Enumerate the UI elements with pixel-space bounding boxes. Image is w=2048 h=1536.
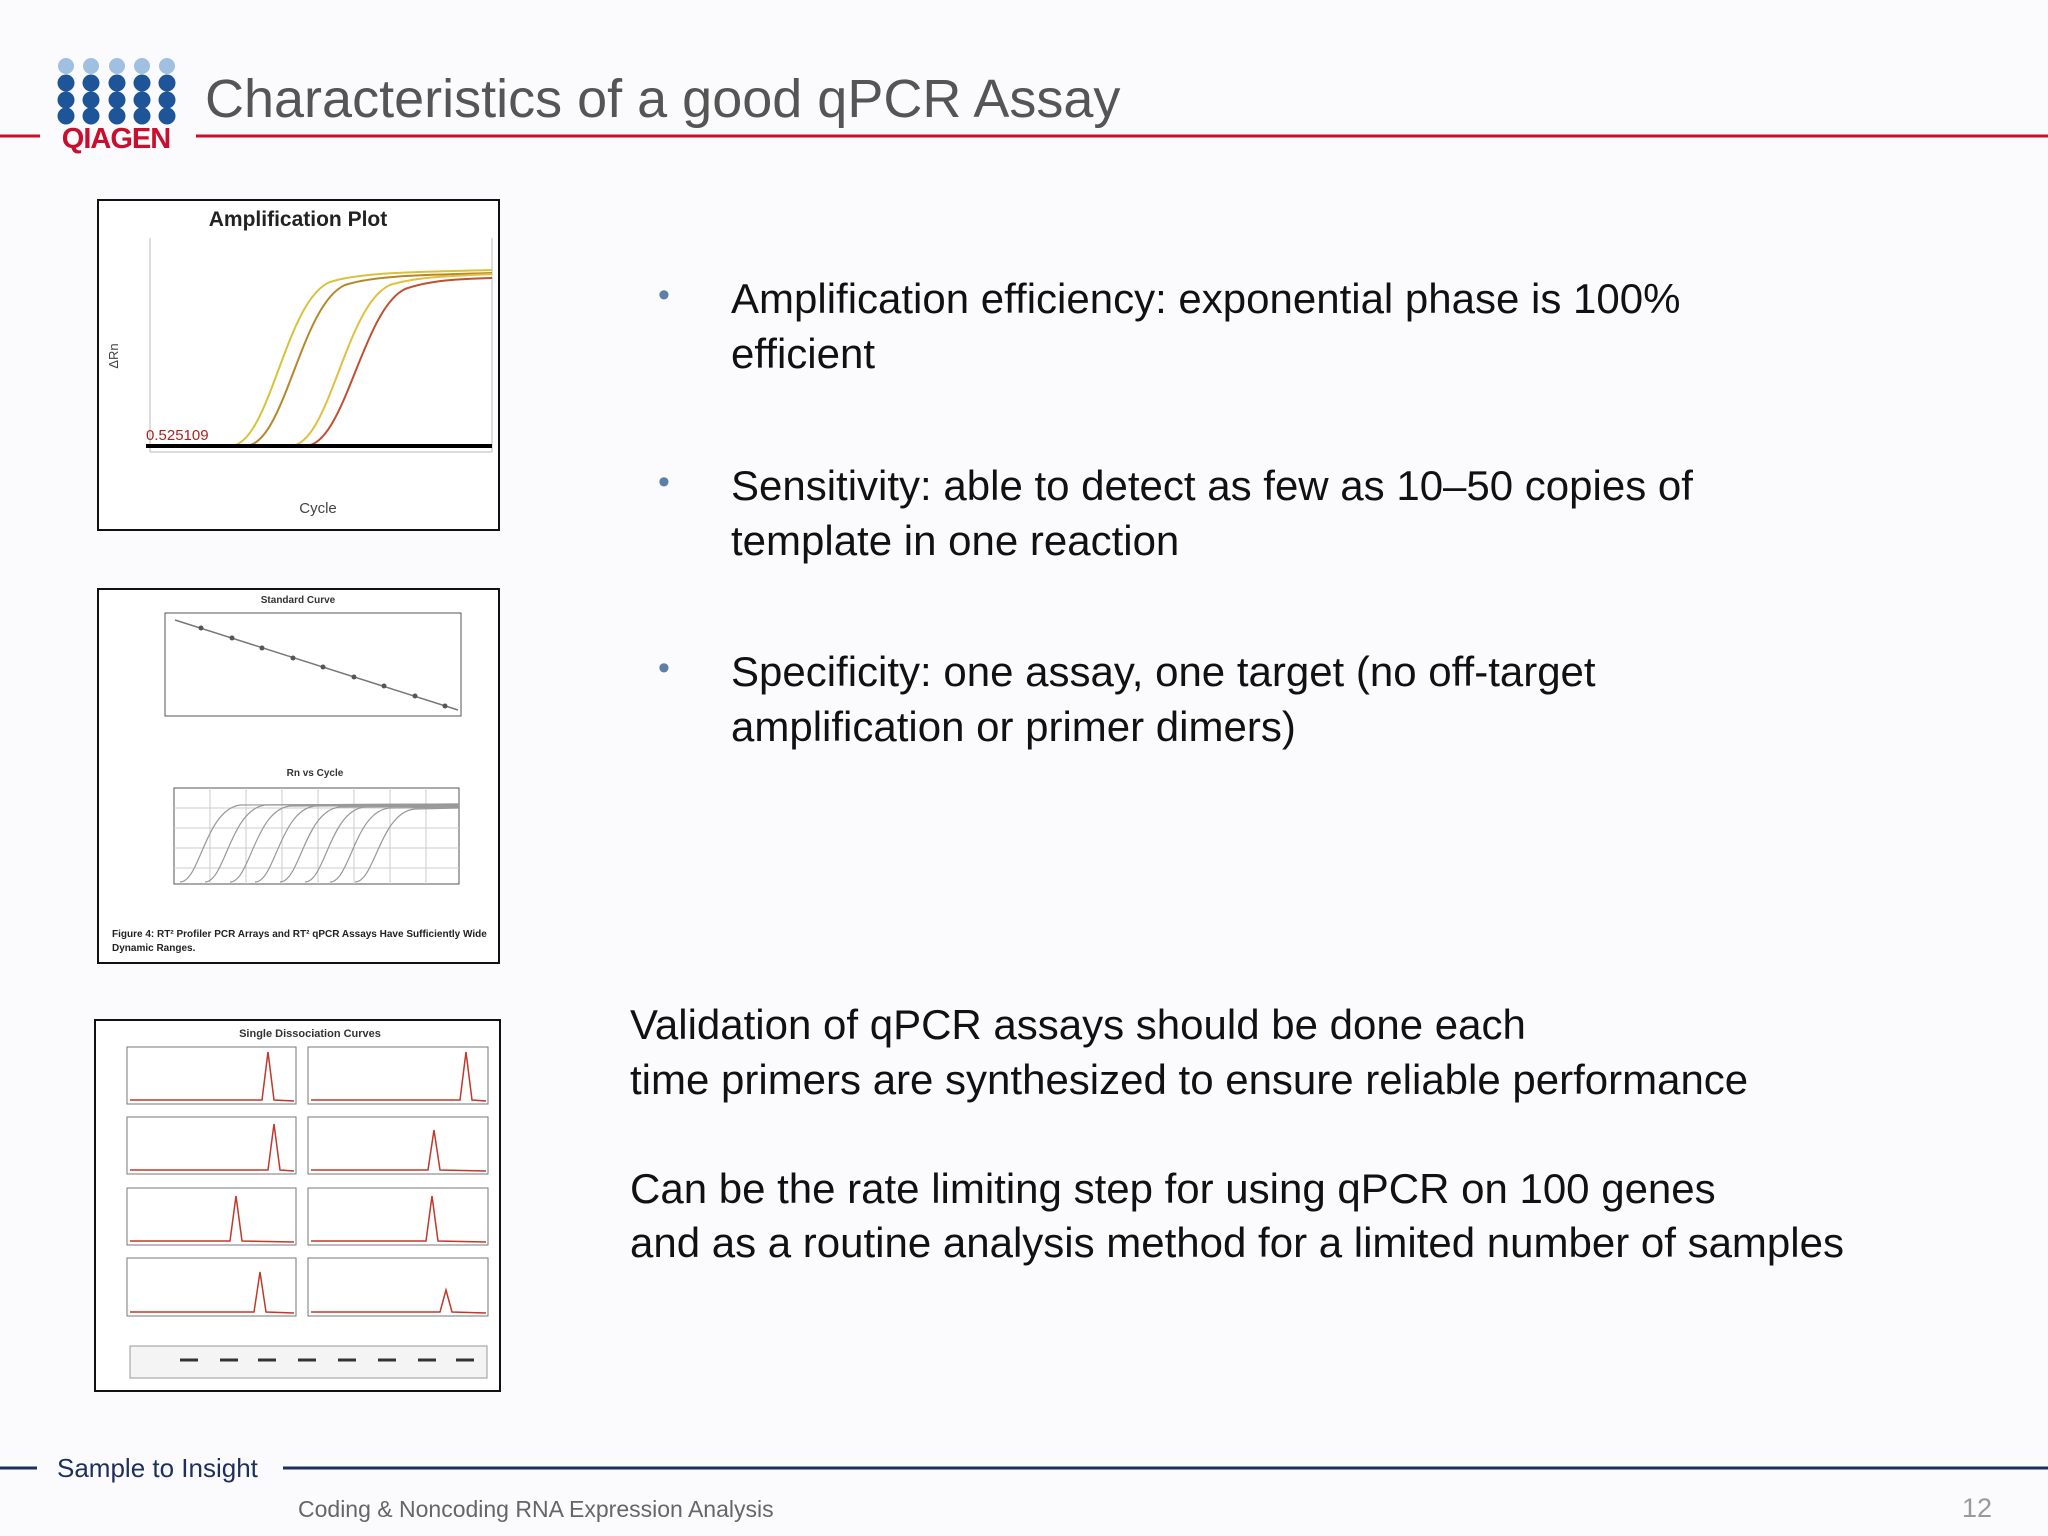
page-number: 12	[1962, 1493, 1992, 1523]
figure-title: Single Dissociation Curves	[239, 1028, 381, 1040]
bullet-text: Sensitivity: able to detect as few as 10…	[731, 462, 1693, 564]
bullet-text: Amplification efficiency: exponential ph…	[731, 275, 1681, 377]
paragraph-line: Validation of qPCR assays should be done…	[630, 1001, 1526, 1048]
paragraph-line: time primers are synthesized to ensure r…	[630, 1056, 1749, 1103]
axis-label: ΔRn	[106, 343, 121, 368]
bullet-marker: •	[658, 463, 670, 501]
bullet-text: Specificity: one assay, one target (no o…	[731, 648, 1596, 750]
logo-dots	[57, 58, 176, 125]
figure-title: Amplification Plot	[209, 208, 388, 231]
bullet-marker: •	[658, 649, 670, 687]
footer-tagline: Sample to Insight	[57, 1453, 259, 1483]
slide-title: Characteristics of a good qPCR Assay	[205, 69, 1120, 129]
paragraph-line: and as a routine analysis method for a l…	[630, 1219, 1844, 1266]
standard-curve-figure: Standard Curve Rn vs Cycle	[97, 588, 500, 964]
figure-title: Rn vs Cycle	[287, 768, 344, 779]
bullet-marker: •	[658, 276, 670, 314]
threshold-label: 0.525109	[146, 427, 209, 444]
amplification-figure: Amplification Plot 0.525109 Cycle ΔRn	[97, 199, 500, 531]
dissociation-figure: Single Dissociation Curves	[94, 1019, 501, 1392]
figure-caption: Figure 4: RT² Profiler PCR Arrays and RT…	[112, 929, 487, 954]
logo-text: QIAGEN	[62, 123, 170, 155]
paragraph-line: Can be the rate limiting step for using …	[630, 1165, 1716, 1212]
footer-text: Coding & Noncoding RNA Expression Analys…	[298, 1496, 774, 1522]
figure-title: Standard Curve	[261, 595, 336, 606]
axis-label: Cycle	[299, 500, 337, 517]
